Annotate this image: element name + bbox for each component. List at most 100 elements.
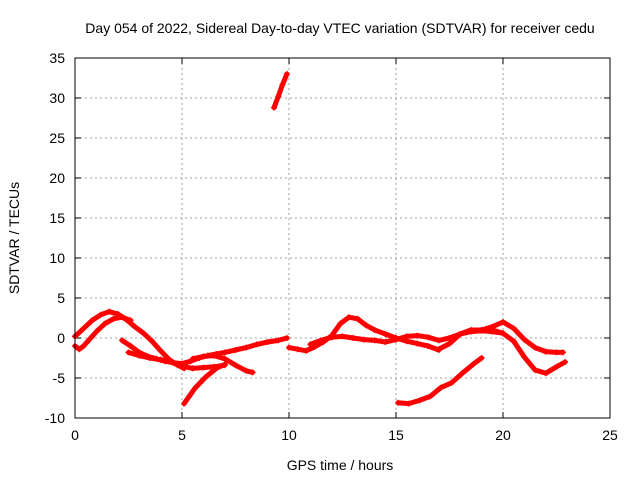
data-point	[416, 397, 423, 404]
data-point	[149, 338, 156, 345]
series-line	[489, 327, 568, 376]
data-point	[89, 317, 96, 324]
x-tick-label: 0	[71, 427, 79, 443]
data-point	[382, 339, 389, 345]
chart-title: Day 054 of 2022, Sidereal Day-to-day VTE…	[85, 20, 594, 36]
series-line	[271, 71, 290, 111]
x-tick-label: 20	[495, 427, 511, 443]
data-point	[200, 353, 207, 360]
data-point	[414, 332, 421, 339]
x-tick-label: 10	[281, 427, 297, 443]
data-point	[500, 319, 506, 325]
data-point	[86, 335, 93, 342]
data-point	[179, 363, 185, 369]
data-point	[294, 346, 301, 353]
data-point	[339, 333, 346, 340]
series-line	[126, 349, 228, 371]
y-tick-label: 10	[49, 250, 65, 266]
data-point	[371, 337, 378, 344]
data-point	[318, 337, 325, 344]
data-point	[253, 341, 260, 348]
data-point	[249, 369, 256, 376]
data-point	[303, 347, 310, 354]
data-point	[446, 340, 453, 347]
data-point	[283, 335, 290, 341]
data-point	[437, 384, 444, 391]
data-point	[542, 348, 549, 355]
data-point	[510, 325, 517, 332]
data-point	[478, 327, 485, 333]
y-tick-label: 5	[57, 290, 65, 306]
y-tick-label: -5	[53, 370, 66, 386]
series-track-j	[435, 319, 566, 356]
series-track-k	[489, 327, 569, 377]
data-point	[157, 347, 164, 354]
data-point	[307, 341, 314, 348]
data-point	[97, 311, 104, 318]
x-tick-label: 5	[178, 427, 186, 443]
data-point	[213, 365, 220, 372]
data-point	[382, 331, 389, 337]
data-point	[500, 330, 506, 337]
data-point	[532, 367, 539, 373]
data-point	[562, 359, 569, 365]
x-tick-label: 25	[602, 427, 618, 443]
data-point	[168, 359, 175, 365]
data-point	[181, 400, 188, 407]
data-point	[286, 344, 292, 351]
y-tick-label: 0	[57, 330, 65, 346]
y-tick-label: 35	[49, 50, 65, 66]
data-point	[521, 336, 528, 343]
data-point	[146, 355, 153, 361]
data-point	[405, 400, 412, 407]
data-point	[136, 352, 143, 359]
y-tick-label: 15	[49, 210, 65, 226]
data-point	[414, 340, 421, 347]
data-point	[446, 335, 453, 341]
data-point	[425, 334, 432, 341]
data-point	[350, 335, 357, 341]
data-point	[271, 104, 278, 111]
data-point	[140, 330, 147, 337]
data-point	[131, 323, 138, 330]
y-tick-label: 25	[49, 130, 65, 146]
data-point	[435, 337, 442, 344]
data-point	[211, 352, 218, 359]
data-point	[559, 349, 566, 356]
data-point	[76, 346, 83, 353]
data-point	[125, 349, 132, 356]
data-point	[80, 325, 87, 332]
x-axis-label: GPS time / hours	[287, 457, 394, 473]
data-point	[467, 327, 474, 333]
data-point	[328, 334, 335, 341]
data-point	[189, 365, 196, 372]
series-track-f	[181, 361, 228, 407]
y-axis-label: SDTVAR / TECUs	[6, 182, 22, 294]
data-point	[221, 361, 228, 368]
data-point	[110, 315, 117, 322]
data-point	[532, 344, 539, 351]
data-point	[470, 361, 477, 368]
data-point	[283, 71, 290, 77]
data-point	[119, 337, 126, 344]
y-tick-label: -10	[45, 410, 65, 426]
data-point	[202, 374, 209, 381]
data-point	[459, 370, 466, 377]
data-points	[72, 71, 569, 407]
data-point	[232, 347, 239, 353]
data-point	[425, 343, 432, 349]
data-point	[275, 337, 282, 344]
data-point	[345, 314, 352, 321]
data-point	[221, 355, 228, 362]
data-point	[393, 336, 399, 343]
data-point	[489, 327, 496, 333]
data-point	[279, 81, 286, 88]
data-point	[191, 385, 198, 392]
data-point	[243, 344, 250, 351]
series-track-l	[395, 355, 485, 407]
data-point	[337, 320, 344, 327]
plot-frame	[74, 57, 611, 419]
data-point	[127, 343, 134, 349]
